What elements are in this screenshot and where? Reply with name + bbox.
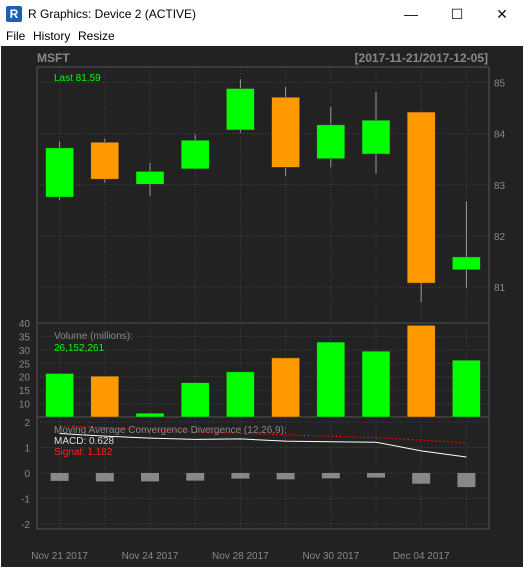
price-tick-label: 85 [494, 78, 506, 89]
macd-histogram-bar [276, 473, 295, 480]
graphics-canvas: 81 82 83 84 85 10 15 20 25 30 35 40 -2 -1 0 1 2 Nov 21 20… [1, 46, 523, 567]
macd-tick-label: -1 [21, 494, 30, 505]
macd-histogram-bar [231, 473, 250, 479]
candle-body [406, 111, 436, 284]
x-tick-label: Nov 24 2017 [122, 551, 179, 562]
candle-body [452, 256, 481, 271]
menu-file[interactable]: File [6, 29, 26, 43]
x-tick-label: Nov 28 2017 [212, 551, 269, 562]
macd-label: Moving Average Convergence Divergence (1… [54, 425, 287, 436]
menu-bar: File History Resize [0, 28, 525, 46]
macd-histogram-bar [321, 473, 340, 479]
macd-histogram-bar [412, 473, 431, 484]
macd-tick-label: 1 [24, 444, 30, 455]
candle-body [90, 142, 120, 180]
macd-tick-label: 0 [24, 469, 30, 480]
candle-body [135, 171, 165, 185]
volume-tick-label: 25 [19, 359, 31, 370]
volume-tick-label: 30 [19, 346, 31, 357]
price-tick-label: 84 [494, 130, 506, 141]
macd-histogram-bar [141, 473, 159, 482]
r-app-icon: R [6, 6, 22, 22]
volume-label: Volume (millions): [54, 331, 133, 342]
last-price-label: Last 81.59 [54, 73, 101, 84]
candle-body [180, 139, 210, 170]
volume-bar [271, 357, 300, 418]
chart-svg: 81 82 83 84 85 10 15 20 25 30 35 40 -2 -1 0 1 2 Nov 21 20… [19, 51, 506, 562]
minimize-button[interactable]: — [404, 6, 418, 22]
price-tick-label: 82 [494, 232, 506, 243]
macd-histogram-bar [186, 473, 205, 481]
volume-bar [226, 371, 255, 418]
candle-body [45, 147, 74, 198]
macd-tick-label: -2 [21, 520, 30, 531]
candle-body [316, 124, 346, 159]
candle-body [361, 119, 391, 155]
signal-value-label: Signal: 1.182 [54, 447, 113, 458]
x-tick-label: Dec 04 2017 [393, 551, 450, 562]
volume-value: 26,152,261 [54, 343, 104, 354]
window-title: R Graphics: Device 2 (ACTIVE) [28, 7, 197, 21]
macd-tick-label: 2 [24, 418, 30, 429]
macd-histogram-bar [95, 473, 114, 482]
volume-bar [135, 412, 165, 418]
close-button[interactable]: ✕ [496, 6, 508, 22]
menu-history[interactable]: History [33, 29, 71, 43]
macd-histogram-bar [50, 473, 69, 481]
chart-date-range: [2017-11-21/2017-12-05] [355, 51, 488, 65]
macd-histogram-bar [367, 473, 385, 478]
volume-bar [452, 359, 481, 418]
volume-bar [361, 350, 391, 418]
volume-bar [90, 375, 120, 418]
x-tick-label: Nov 21 2017 [31, 551, 88, 562]
volume-bar [45, 373, 74, 418]
volume-tick-label: 20 [19, 373, 31, 384]
volume-bar [180, 382, 210, 418]
price-tick-label: 83 [494, 181, 506, 192]
volume-tick-label: 10 [19, 400, 31, 411]
macd-line [59, 433, 467, 458]
volume-bar [406, 325, 436, 418]
candle-body [271, 96, 300, 168]
macd-value-label: MACD: 0.628 [54, 436, 114, 447]
menu-resize[interactable]: Resize [78, 29, 115, 43]
macd-histogram-bar [457, 473, 476, 488]
volume-tick-label: 15 [19, 386, 31, 397]
maximize-button[interactable]: ☐ [450, 6, 464, 22]
x-tick-label: Nov 30 2017 [302, 551, 359, 562]
volume-tick-label: 40 [19, 319, 31, 330]
volume-bar [316, 341, 346, 418]
candle-body [226, 88, 255, 131]
price-tick-label: 81 [494, 283, 506, 294]
title-bar: R R Graphics: Device 2 (ACTIVE) — ☐ ✕ [0, 0, 525, 28]
volume-tick-label: 35 [19, 332, 31, 343]
chart-symbol: MSFT [37, 51, 70, 65]
